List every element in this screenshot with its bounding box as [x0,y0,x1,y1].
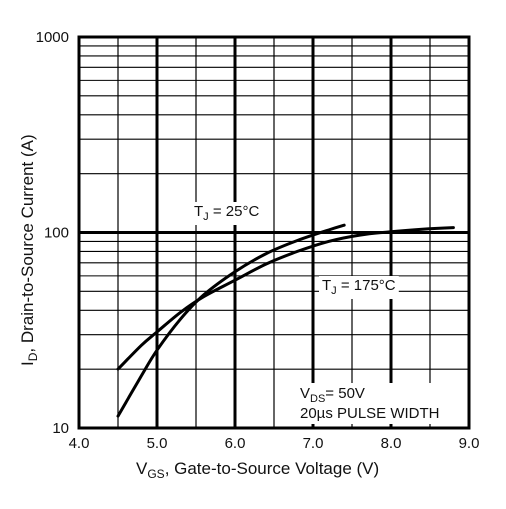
series-line-tj25 [116,223,346,418]
plot-frame [77,35,471,430]
x-tick-label: 7.0 [303,435,324,452]
series-layer [116,223,455,418]
vds-condition: VDS= 50V [300,385,365,405]
series-label-tj25: TJ = 25°C [191,202,263,225]
y-tick-label: 100 [44,225,69,242]
test-conditions-note: VDS= 50V 20µs PULSE WIDTH [297,383,443,424]
pulse-width-condition: 20µs PULSE WIDTH [300,405,440,422]
svg-text:TJ = 25°C: TJ = 25°C [194,203,259,223]
x-tick-label: 9.0 [459,435,480,452]
series-label-tj175: TJ = 175°C [319,276,399,299]
x-tick-labels: 4.0 5.0 6.0 7.0 8.0 9.0 [69,435,480,452]
svg-text:TJ = 175°C: TJ = 175°C [322,277,396,297]
x-tick-label: 5.0 [147,435,168,452]
x-tick-label: 6.0 [225,435,246,452]
y-tick-label: 1000 [36,29,69,46]
y-tick-label: 10 [52,420,69,437]
x-tick-label: 4.0 [69,435,90,452]
x-tick-label: 8.0 [381,435,402,452]
x-axis-title: VGS, Gate-to-Source Voltage (V) [136,459,379,481]
series-line-tj175 [116,226,455,371]
y-axis-title: ID, Drain-to-Source Current (A) [18,134,40,366]
y-tick-labels: 10 100 1000 [36,29,69,437]
